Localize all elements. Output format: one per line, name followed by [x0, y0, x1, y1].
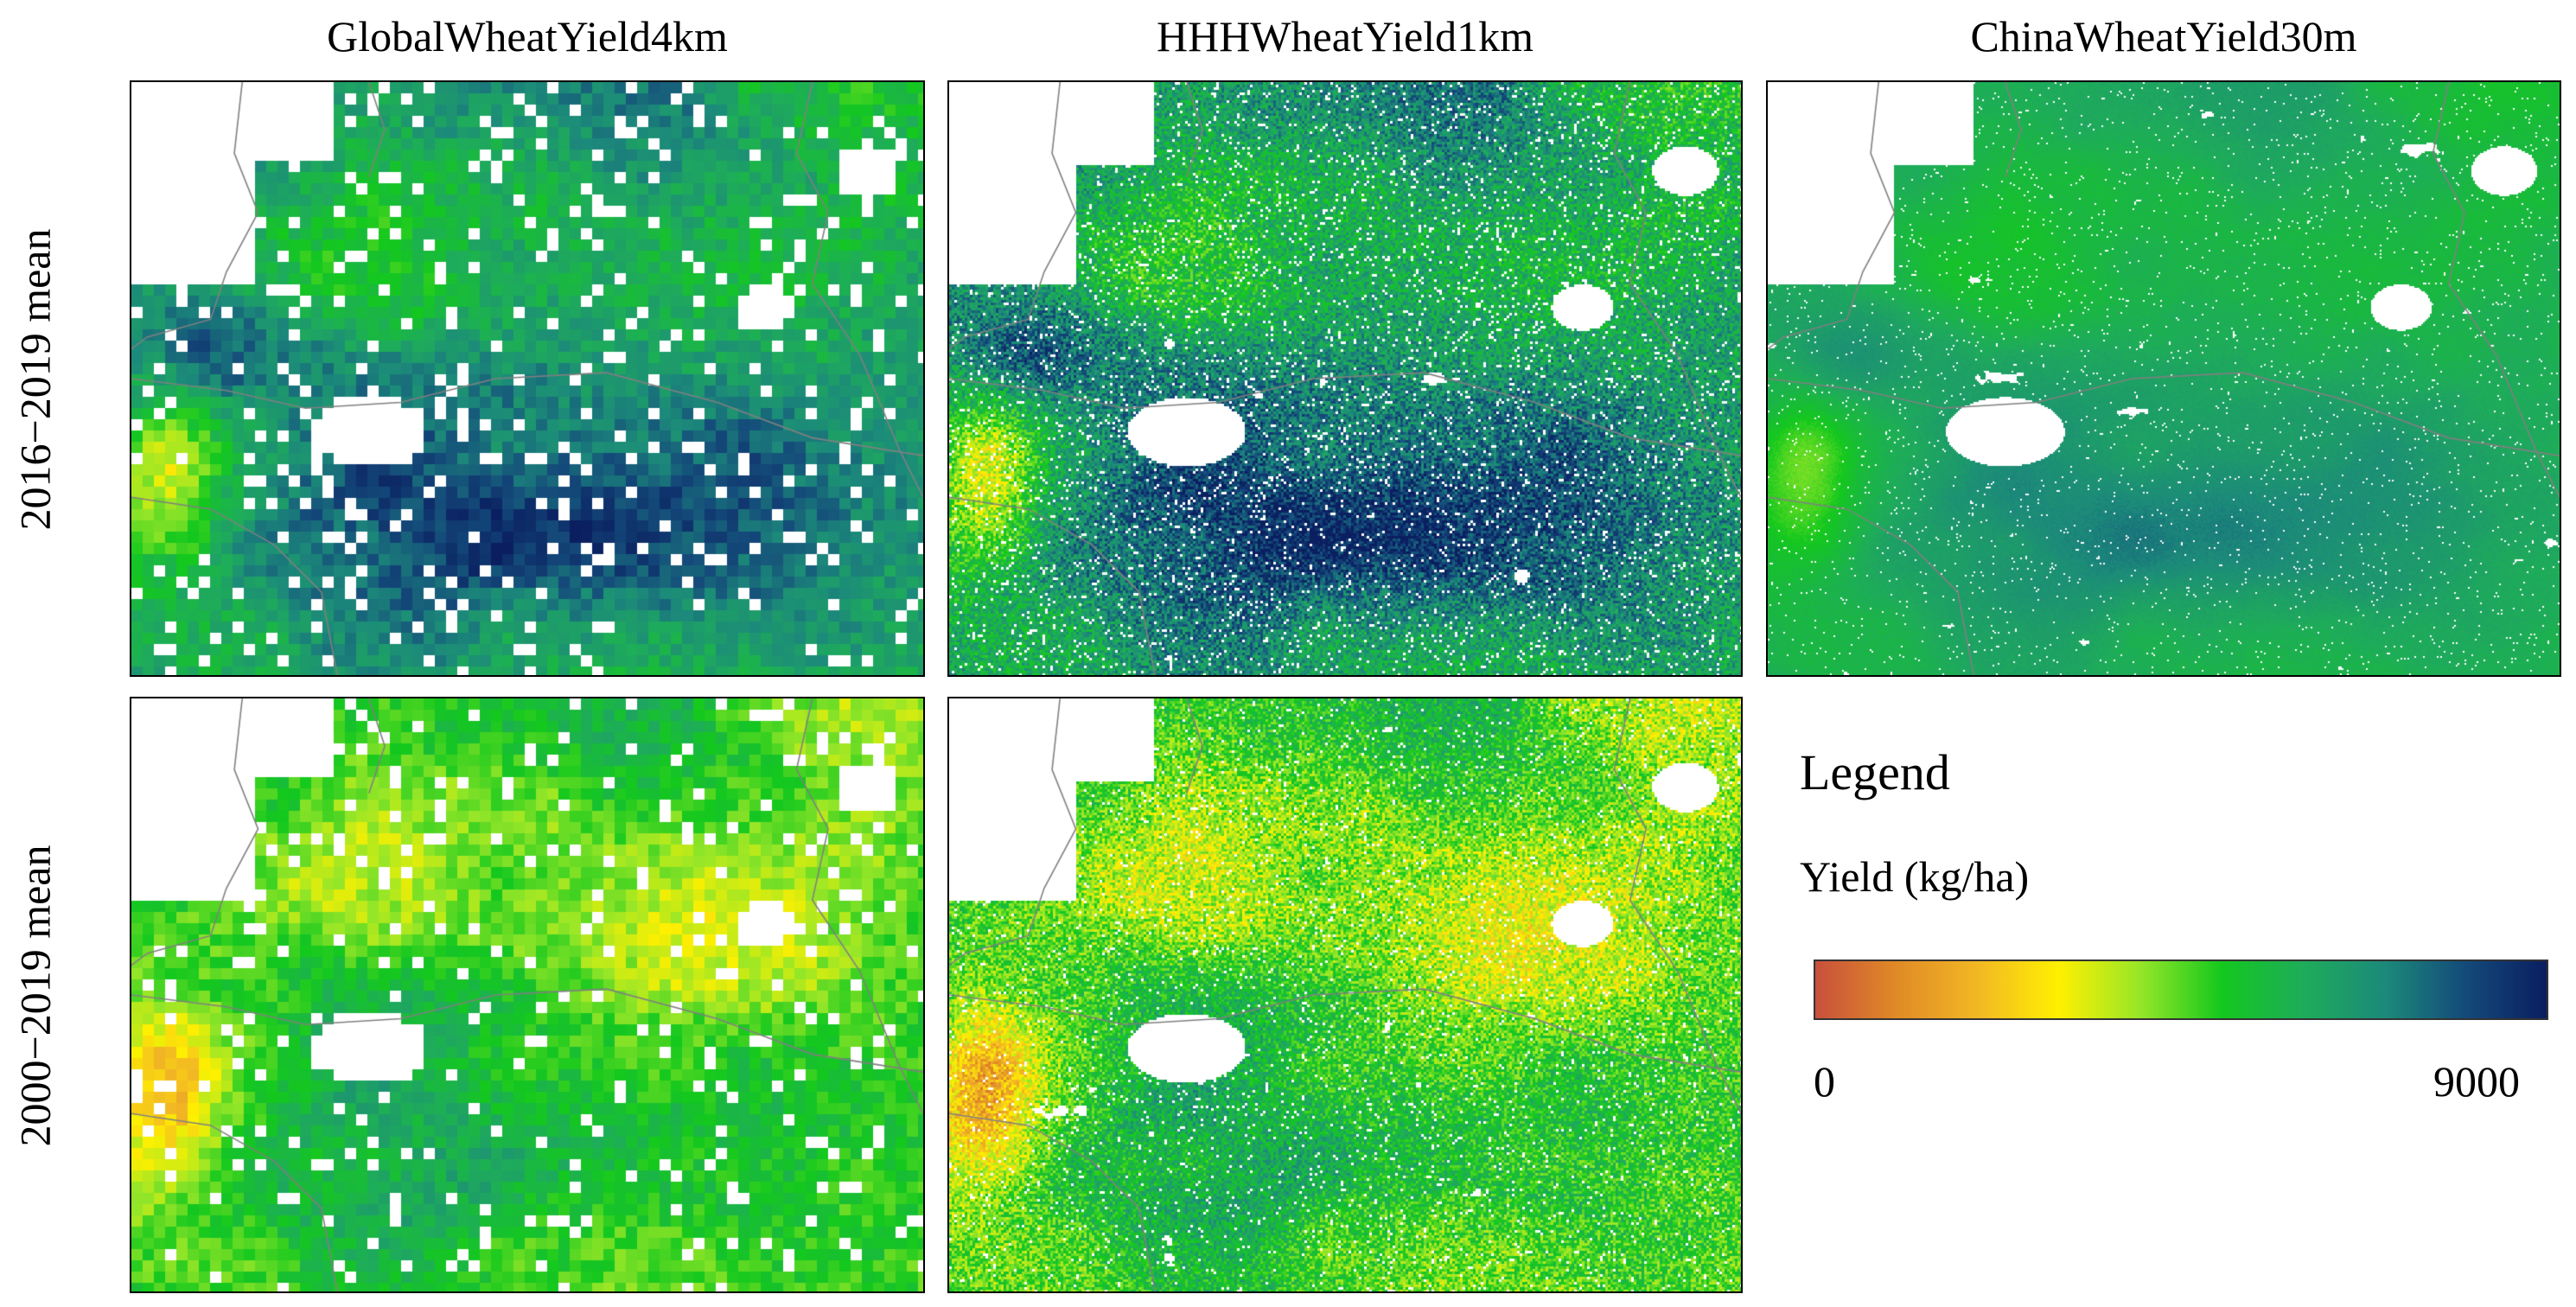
yield-map-raster — [949, 698, 1741, 1291]
column-title-global-4km: GlobalWheatYield4km — [327, 12, 728, 61]
map-panel-china-30m-2016-2019 — [1766, 80, 2561, 677]
column-title-hhh-1km: HHHWheatYield1km — [1156, 12, 1533, 61]
legend-subtitle: Yield (kg/ha) — [1800, 852, 2030, 901]
row-label-2000-2019: 2000−2019 mean — [10, 845, 60, 1147]
row-label-2016-2019: 2016−2019 mean — [10, 228, 60, 531]
yield-map-raster — [1768, 82, 2560, 675]
legend-title: Legend — [1800, 744, 1950, 800]
map-panel-hhh-1km-2016-2019 — [947, 80, 1743, 677]
column-title-china-30m: ChinaWheatYield30m — [1970, 12, 2357, 61]
map-panel-hhh-1km-2000-2019 — [947, 697, 1743, 1293]
yield-map-raster — [949, 82, 1741, 675]
colorbar-min-label: 0 — [1814, 1057, 1835, 1106]
yield-map-raster — [131, 82, 923, 675]
colorbar-max-label: 9000 — [2433, 1057, 2520, 1106]
colorbar — [1814, 960, 2548, 1020]
yield-map-raster — [131, 698, 923, 1291]
map-panel-global-4km-2000-2019 — [130, 697, 925, 1293]
map-panel-global-4km-2016-2019 — [130, 80, 925, 677]
